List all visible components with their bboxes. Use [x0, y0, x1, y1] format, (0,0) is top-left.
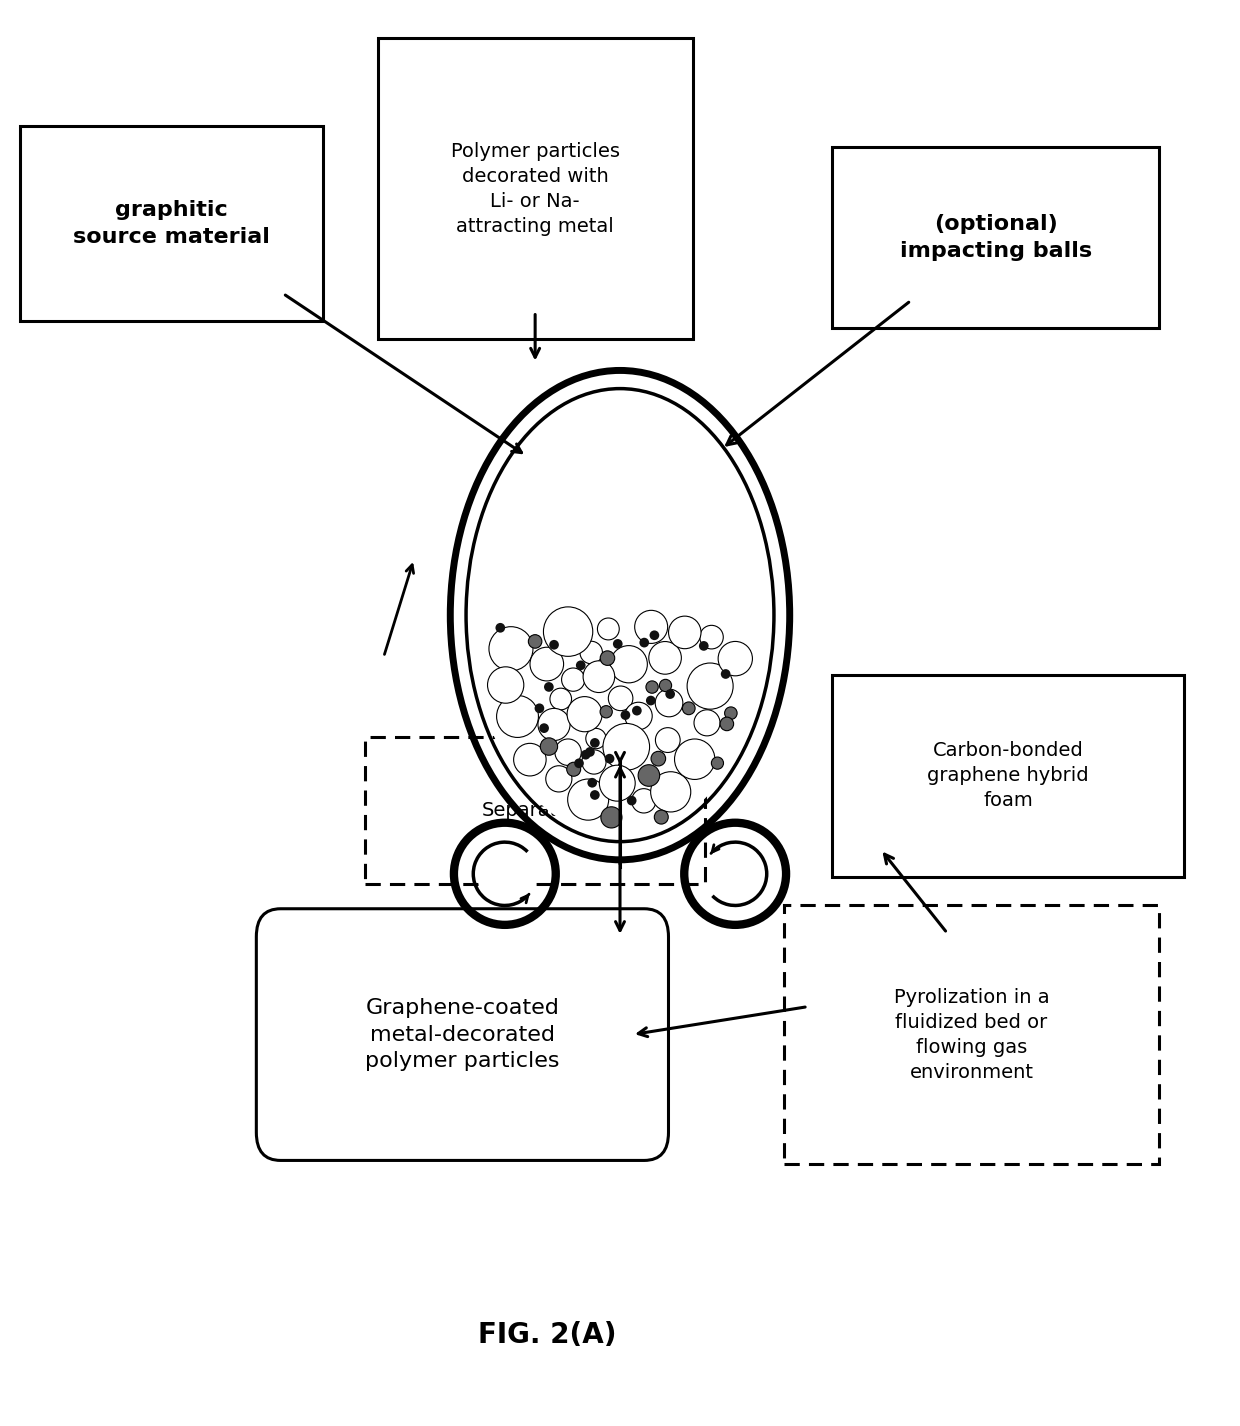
Text: (optional)
impacting balls: (optional) impacting balls: [900, 214, 1092, 261]
Ellipse shape: [601, 807, 622, 829]
FancyBboxPatch shape: [377, 39, 693, 339]
Ellipse shape: [575, 660, 585, 670]
Ellipse shape: [675, 739, 715, 780]
Text: FIG. 2(A): FIG. 2(A): [477, 1322, 616, 1349]
Ellipse shape: [477, 846, 533, 901]
Text: Polymer particles
decorated with
Li- or Na-
attracting metal: Polymer particles decorated with Li- or …: [450, 141, 620, 235]
Ellipse shape: [541, 737, 558, 756]
Ellipse shape: [718, 642, 753, 676]
Ellipse shape: [610, 646, 647, 683]
Ellipse shape: [600, 706, 613, 717]
Ellipse shape: [580, 642, 603, 663]
Ellipse shape: [605, 754, 614, 763]
Ellipse shape: [543, 607, 593, 656]
Text: graphitic
source material: graphitic source material: [73, 201, 270, 247]
Ellipse shape: [583, 660, 615, 693]
Ellipse shape: [590, 790, 600, 800]
Text: Separation: Separation: [482, 801, 588, 820]
Ellipse shape: [720, 669, 730, 679]
Ellipse shape: [639, 764, 660, 786]
Ellipse shape: [585, 747, 595, 757]
Ellipse shape: [528, 635, 542, 649]
Ellipse shape: [539, 723, 549, 733]
Ellipse shape: [724, 707, 737, 720]
Text: Carbon-bonded
graphene hybrid
foam: Carbon-bonded graphene hybrid foam: [928, 742, 1089, 810]
Ellipse shape: [712, 757, 723, 769]
Ellipse shape: [585, 729, 606, 749]
Ellipse shape: [646, 696, 656, 706]
Ellipse shape: [699, 642, 708, 650]
Ellipse shape: [489, 626, 533, 670]
Ellipse shape: [574, 759, 584, 769]
Ellipse shape: [720, 717, 734, 730]
FancyBboxPatch shape: [832, 674, 1184, 877]
Ellipse shape: [650, 630, 660, 640]
Ellipse shape: [496, 696, 538, 737]
Ellipse shape: [513, 743, 546, 776]
Text: Pyrolization in a
fluidized bed or
flowing gas
environment: Pyrolization in a fluidized bed or flowi…: [894, 988, 1049, 1081]
Ellipse shape: [599, 766, 635, 801]
Ellipse shape: [546, 766, 572, 791]
Ellipse shape: [568, 779, 609, 820]
Ellipse shape: [694, 710, 720, 736]
Ellipse shape: [651, 752, 666, 766]
Ellipse shape: [655, 810, 668, 824]
FancyBboxPatch shape: [20, 125, 322, 321]
Ellipse shape: [496, 623, 505, 633]
Ellipse shape: [590, 739, 600, 747]
Ellipse shape: [470, 392, 770, 837]
Ellipse shape: [588, 777, 596, 787]
Ellipse shape: [632, 706, 642, 716]
Ellipse shape: [554, 739, 582, 766]
FancyBboxPatch shape: [832, 147, 1159, 328]
Ellipse shape: [549, 640, 559, 650]
Ellipse shape: [699, 626, 723, 649]
Ellipse shape: [567, 697, 603, 732]
Ellipse shape: [649, 642, 681, 674]
Ellipse shape: [635, 610, 667, 643]
Ellipse shape: [562, 667, 585, 692]
FancyBboxPatch shape: [366, 737, 704, 884]
Ellipse shape: [598, 617, 619, 640]
Ellipse shape: [609, 686, 632, 710]
Ellipse shape: [627, 796, 636, 806]
Ellipse shape: [682, 702, 696, 714]
Ellipse shape: [655, 689, 683, 717]
Ellipse shape: [646, 680, 658, 693]
Ellipse shape: [487, 667, 523, 703]
Ellipse shape: [529, 647, 564, 682]
Ellipse shape: [567, 763, 580, 776]
Ellipse shape: [656, 727, 681, 753]
Text: Graphene-coated
metal-decorated
polymer particles: Graphene-coated metal-decorated polymer …: [365, 998, 559, 1071]
Ellipse shape: [651, 771, 691, 811]
Ellipse shape: [580, 750, 590, 760]
Ellipse shape: [534, 703, 544, 713]
Ellipse shape: [687, 663, 733, 709]
Ellipse shape: [666, 689, 675, 699]
Ellipse shape: [582, 750, 606, 774]
Ellipse shape: [660, 679, 672, 692]
Ellipse shape: [613, 639, 622, 649]
Ellipse shape: [549, 689, 572, 710]
FancyBboxPatch shape: [784, 906, 1159, 1164]
Ellipse shape: [544, 682, 554, 692]
Ellipse shape: [707, 846, 763, 901]
Ellipse shape: [600, 650, 615, 666]
Ellipse shape: [603, 723, 650, 770]
Ellipse shape: [620, 710, 630, 720]
Ellipse shape: [625, 702, 652, 730]
Ellipse shape: [668, 616, 701, 649]
Ellipse shape: [631, 789, 656, 813]
Ellipse shape: [538, 709, 570, 740]
FancyBboxPatch shape: [257, 908, 668, 1161]
Ellipse shape: [640, 637, 649, 647]
